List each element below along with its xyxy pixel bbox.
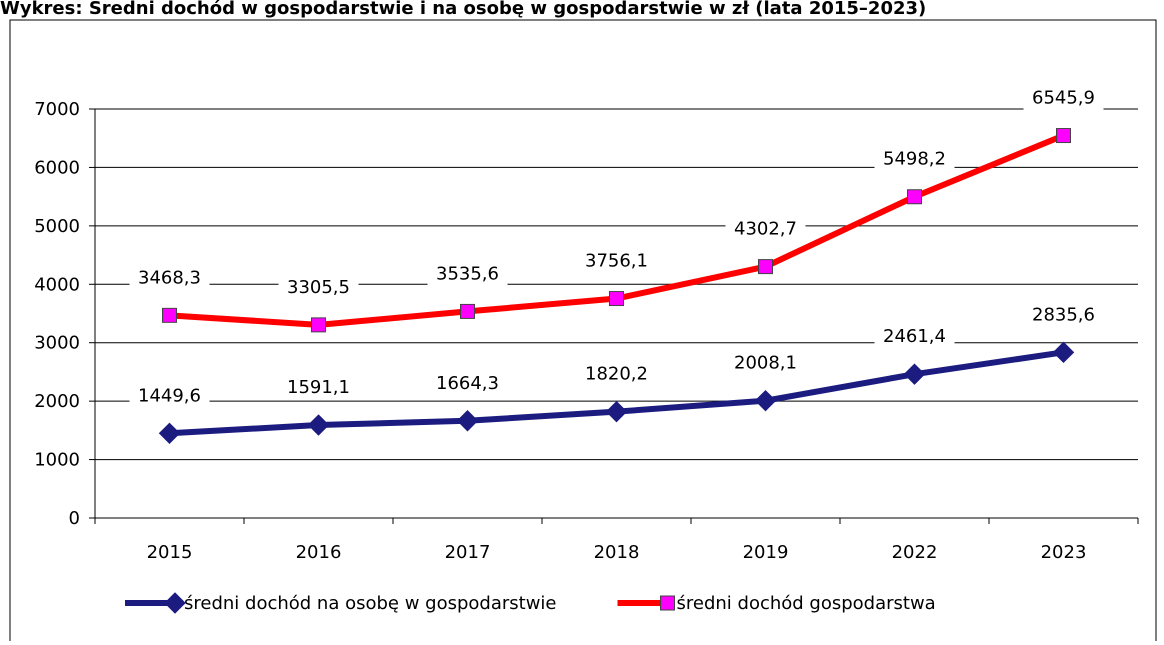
data-label: 5498,2 <box>883 149 946 170</box>
data-label-bg <box>427 368 508 395</box>
data-point <box>903 363 926 385</box>
y-tick-label: 3000 <box>34 333 80 354</box>
data-point <box>456 410 479 432</box>
data-label: 3305,5 <box>287 277 350 298</box>
data-point <box>307 414 330 436</box>
data-label: 1449,6 <box>138 385 201 406</box>
y-tick-label: 0 <box>69 508 80 529</box>
data-point <box>754 389 777 412</box>
data-point <box>605 400 628 423</box>
y-tick-label: 2000 <box>34 391 80 412</box>
legend-label: średni dochód na osobę w gospodarstwie <box>184 593 557 614</box>
data-label: 1591,1 <box>287 377 350 398</box>
data-point <box>609 291 624 307</box>
x-tick-label: 2022 <box>892 542 938 563</box>
data-point <box>1052 341 1075 364</box>
data-label-bg <box>278 373 359 400</box>
y-tick-label: 6000 <box>34 157 80 178</box>
data-label-bg <box>278 272 359 299</box>
data-point <box>311 317 326 333</box>
data-point <box>758 259 773 275</box>
data-label-bg <box>1023 300 1104 327</box>
legend-marker <box>660 595 675 611</box>
y-tick-label: 7000 <box>34 99 80 120</box>
data-label-bg <box>725 214 806 241</box>
legend-marker <box>164 592 186 614</box>
x-tick-label: 2017 <box>445 542 491 563</box>
data-point <box>907 189 922 205</box>
data-label: 2835,6 <box>1032 304 1095 325</box>
data-label: 1820,2 <box>585 364 648 385</box>
x-tick-label: 2015 <box>147 542 193 563</box>
data-point <box>158 422 181 445</box>
data-label-bg <box>725 348 806 375</box>
x-tick-label: 2016 <box>296 542 342 563</box>
x-tick-label: 2023 <box>1041 542 1087 563</box>
y-tick-label: 1000 <box>34 450 80 471</box>
data-label-bg <box>874 322 955 349</box>
data-label: 3535,6 <box>436 263 499 284</box>
data-label-bg <box>129 381 210 408</box>
data-label-bg <box>129 263 210 290</box>
data-label-bg <box>576 246 657 273</box>
data-label: 6545,9 <box>1032 88 1095 109</box>
chart-title: Wykres: Średni dochód w gospodarstwie i … <box>0 0 926 19</box>
data-point <box>460 303 475 319</box>
x-tick-label: 2019 <box>743 542 789 563</box>
legend-label: średni dochód gospodarstwa <box>677 593 936 614</box>
chart-frame <box>9 19 1157 645</box>
y-tick-label: 4000 <box>34 274 80 295</box>
data-point <box>1056 128 1071 144</box>
data-point <box>162 307 177 323</box>
data-label-bg <box>1023 83 1104 110</box>
data-label: 3468,3 <box>138 267 201 288</box>
data-label: 2461,4 <box>883 326 946 347</box>
data-label-bg <box>874 144 955 171</box>
y-tick-label: 5000 <box>34 216 80 237</box>
data-label: 4302,7 <box>734 219 797 240</box>
data-label: 2008,1 <box>734 353 797 374</box>
data-label-bg <box>576 359 657 386</box>
data-label: 1664,3 <box>436 373 499 394</box>
x-tick-label: 2018 <box>594 542 640 563</box>
data-label-bg <box>427 259 508 286</box>
data-label: 3756,1 <box>585 251 648 272</box>
